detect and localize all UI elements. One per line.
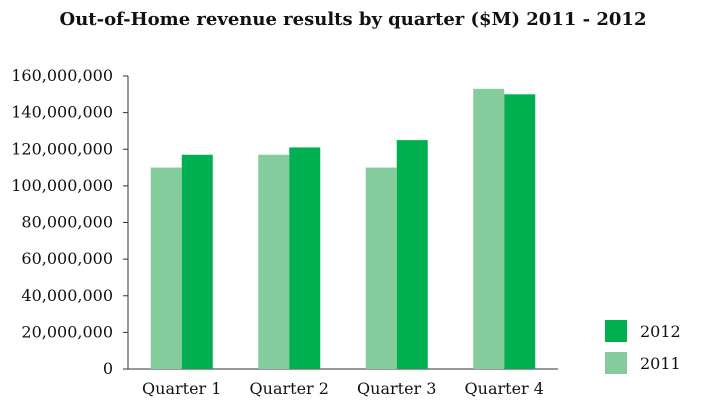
x-axis-ticks: Quarter 1 Quarter 2 Quarter 3 Quarter 4: [142, 379, 544, 398]
bar-2012-quarter-1: [181, 154, 213, 369]
bar-2011-quarter-4: [473, 88, 505, 369]
y-tick-label: 20,000,000: [21, 322, 113, 341]
legend-swatch-2012: [605, 320, 627, 342]
bar-2012-quarter-4: [504, 94, 536, 369]
y-tick-label: 160,000,000: [11, 66, 113, 85]
x-tick-label: Quarter 3: [357, 379, 436, 398]
legend-label-2012: 2012: [640, 322, 681, 341]
y-tick-label: 40,000,000: [21, 286, 113, 305]
bar-2012-quarter-2: [289, 147, 321, 369]
y-tick-label: 80,000,000: [21, 213, 113, 232]
bar-2011-quarter-1: [150, 167, 182, 369]
y-tick-label: 120,000,000: [11, 139, 113, 158]
x-tick-label: Quarter 1: [142, 379, 221, 398]
x-tick-label: Quarter 2: [250, 379, 329, 398]
legend-swatch-2011: [605, 352, 627, 374]
y-tick-label: 100,000,000: [11, 176, 113, 195]
legend-label-2011: 2011: [640, 354, 681, 373]
y-tick-label: 140,000,000: [11, 103, 113, 122]
x-tick-label: Quarter 4: [465, 379, 544, 398]
y-axis-ticks: 0 20,000,000 40,000,000 60,000,000 80,000,00…: [11, 66, 128, 378]
bar-2011-quarter-2: [258, 154, 290, 369]
y-tick-label: 0: [103, 359, 113, 378]
y-tick-label: 60,000,000: [21, 249, 113, 268]
bars: [150, 88, 536, 369]
bar-2011-quarter-3: [365, 167, 397, 369]
bar-2012-quarter-3: [396, 140, 428, 369]
chart-title: Out-of-Home revenue results by quarter (…: [59, 9, 647, 30]
legend: 2012 2011: [605, 320, 681, 374]
